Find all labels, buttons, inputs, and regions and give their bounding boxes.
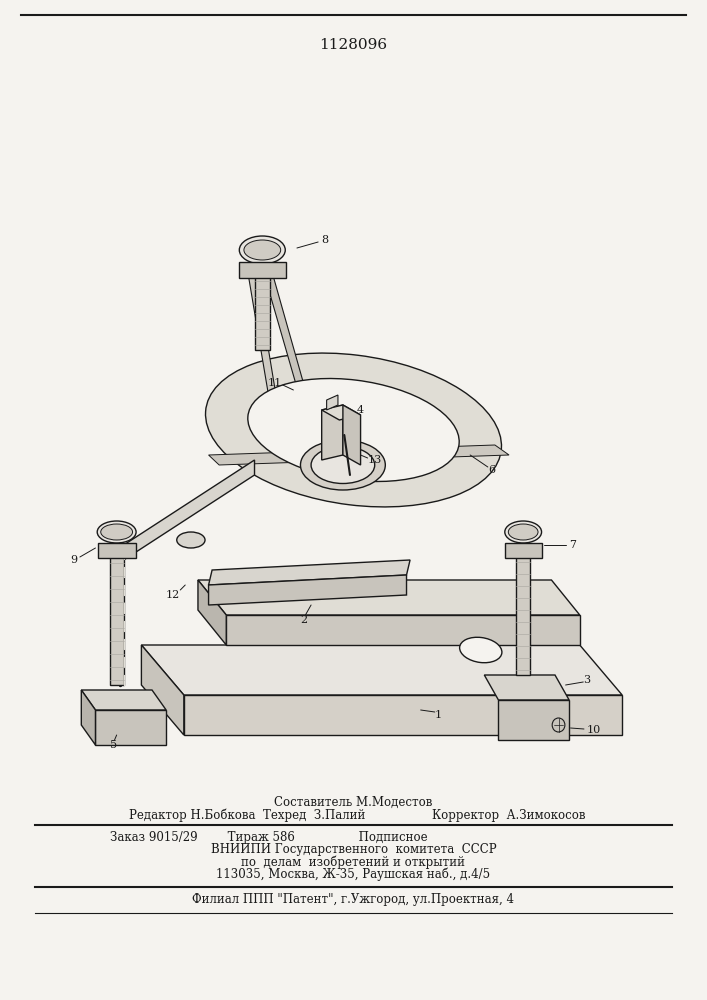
Ellipse shape <box>508 524 538 540</box>
Text: 10: 10 <box>587 725 601 735</box>
Polygon shape <box>226 615 580 645</box>
Text: 1: 1 <box>435 710 442 720</box>
Polygon shape <box>343 405 361 465</box>
Ellipse shape <box>206 353 501 507</box>
Text: Корректор  А.Зимокосов: Корректор А.Зимокосов <box>432 808 586 822</box>
Polygon shape <box>505 543 542 558</box>
Text: 13: 13 <box>368 455 382 465</box>
Ellipse shape <box>248 379 459 481</box>
Polygon shape <box>239 262 286 278</box>
Polygon shape <box>81 690 166 710</box>
Polygon shape <box>198 580 580 615</box>
Text: Заказ 9015/29        Тираж 586                 Подписное: Заказ 9015/29 Тираж 586 Подписное <box>110 830 428 844</box>
Text: 6: 6 <box>488 465 495 475</box>
Ellipse shape <box>244 240 281 260</box>
Polygon shape <box>141 645 184 735</box>
Ellipse shape <box>460 637 502 663</box>
Text: ВНИИПИ Государственного  комитета  СССР: ВНИИПИ Государственного комитета СССР <box>211 844 496 856</box>
Text: Составитель М.Модестов: Составитель М.Модестов <box>274 796 433 808</box>
Polygon shape <box>484 675 569 700</box>
Polygon shape <box>124 460 255 560</box>
Text: 5: 5 <box>110 740 117 750</box>
Text: 4: 4 <box>357 405 364 415</box>
Ellipse shape <box>311 446 375 484</box>
Polygon shape <box>247 265 279 417</box>
Text: 113035, Москва, Ж-35, Раушская наб., д.4/5: 113035, Москва, Ж-35, Раушская наб., д.4… <box>216 867 491 881</box>
Text: по  делам  изобретений и открытий: по делам изобретений и открытий <box>242 855 465 869</box>
Text: 7: 7 <box>569 540 576 550</box>
Text: 3: 3 <box>583 675 590 685</box>
Polygon shape <box>141 645 622 695</box>
Polygon shape <box>95 710 166 745</box>
Text: 2: 2 <box>300 615 308 625</box>
Ellipse shape <box>239 236 286 264</box>
Polygon shape <box>198 580 226 645</box>
Polygon shape <box>263 265 311 412</box>
Polygon shape <box>498 700 569 740</box>
Text: 11: 11 <box>267 378 281 388</box>
Text: 9: 9 <box>71 555 78 565</box>
Ellipse shape <box>505 521 542 543</box>
Polygon shape <box>255 265 270 350</box>
Polygon shape <box>327 395 338 410</box>
Polygon shape <box>110 545 124 685</box>
Ellipse shape <box>177 532 205 548</box>
Polygon shape <box>209 575 407 605</box>
Polygon shape <box>184 695 622 735</box>
Polygon shape <box>81 690 95 745</box>
Ellipse shape <box>100 524 133 540</box>
Text: Филиал ППП "Патент", г.Ужгород, ул.Проектная, 4: Филиал ППП "Патент", г.Ужгород, ул.Проек… <box>192 894 515 906</box>
Polygon shape <box>322 405 343 460</box>
Polygon shape <box>516 545 530 675</box>
Ellipse shape <box>300 440 385 490</box>
Text: Редактор Н.Бобкова  Техред  З.Палий: Редактор Н.Бобкова Техред З.Палий <box>129 808 366 822</box>
Polygon shape <box>98 543 136 558</box>
Polygon shape <box>209 445 509 465</box>
Text: 8: 8 <box>322 235 329 245</box>
Polygon shape <box>322 405 361 420</box>
Text: 12: 12 <box>166 590 180 600</box>
Text: 1128096: 1128096 <box>320 38 387 52</box>
Polygon shape <box>209 560 410 585</box>
Ellipse shape <box>97 521 136 543</box>
